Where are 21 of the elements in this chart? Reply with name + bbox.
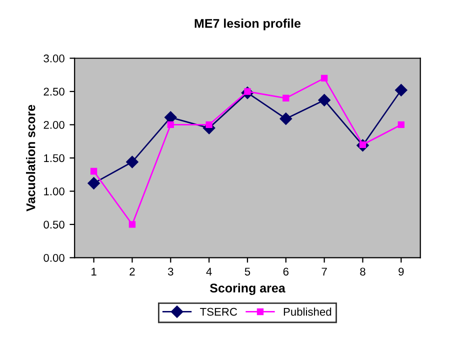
x-tick-label: 6 <box>283 268 288 276</box>
x-tick-label: 1 <box>92 268 96 276</box>
legend-label: TSERC <box>200 308 238 316</box>
y-tick-label: 0.50 <box>44 220 64 229</box>
x-tick-label: 9 <box>398 268 404 276</box>
x-tick-label: 2 <box>130 268 135 276</box>
x-tick-label: 8 <box>360 268 366 276</box>
y-tick-label: 0.00 <box>44 254 64 262</box>
y-tick-label: 1.00 <box>44 187 64 196</box>
x-tick-label: 3 <box>168 268 174 276</box>
x-axis-title: Scoring area <box>210 283 286 296</box>
y-tick-label: 2.50 <box>44 88 64 96</box>
y-tick-label: 2.00 <box>44 120 64 129</box>
legend-label: Published <box>284 308 332 316</box>
x-tick-label: 5 <box>244 268 250 276</box>
x-tick-label: 4 <box>206 268 212 276</box>
x-tick-label: 7 <box>322 268 327 276</box>
y-axis-title: Vacuolation score <box>26 104 36 212</box>
y-tick-label: 3.00 <box>44 54 64 62</box>
chart-title: ME7 lesion profile <box>194 18 301 30</box>
y-tick-label: 1.50 <box>44 154 64 162</box>
